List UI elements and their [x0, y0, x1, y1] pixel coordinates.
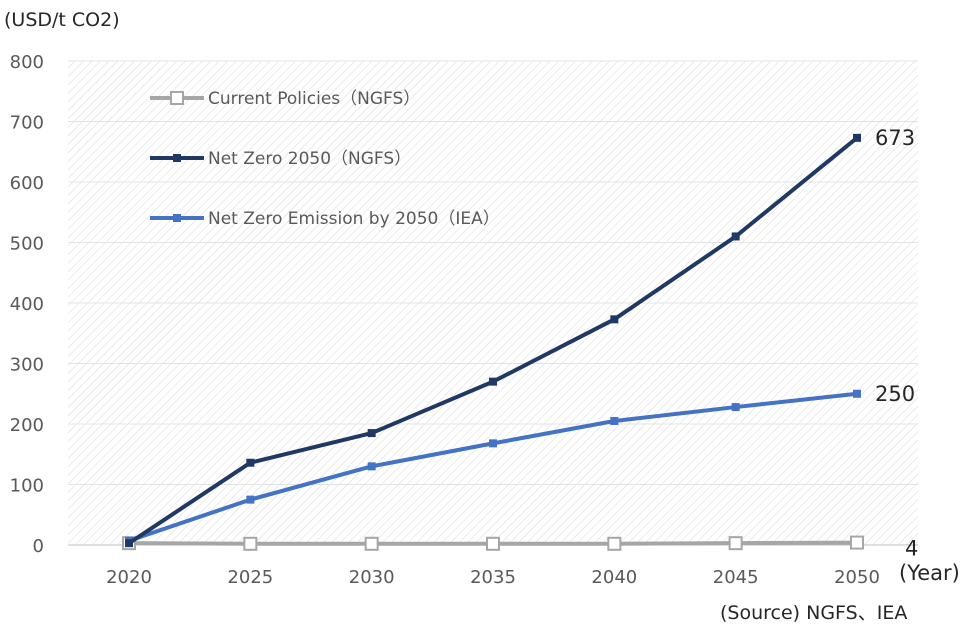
y-tick-label: 0	[33, 536, 44, 557]
data-point	[489, 439, 497, 448]
x-tick-label: 2045	[713, 567, 759, 588]
y-tick-label: 400	[10, 294, 44, 315]
data-point	[246, 458, 255, 467]
x-tick-label: 2035	[470, 567, 516, 588]
x-tick-label: 2025	[227, 567, 273, 588]
end-labels: 4 250 673	[875, 126, 918, 561]
data-point	[364, 536, 379, 551]
end-data-label: 4	[905, 537, 918, 561]
legend-label: Current Policies（NGFS）	[208, 89, 420, 109]
legend-label: Net Zero 2050（NGFS）	[208, 149, 411, 169]
data-point	[610, 416, 619, 425]
y-tick-label: 300	[10, 355, 44, 376]
series-3	[125, 389, 861, 545]
data-point	[367, 429, 376, 438]
x-axis: 2020 2025 2030 2035 2040 2045 2050	[106, 567, 880, 588]
data-point	[125, 539, 133, 548]
x-tick-label: 2040	[591, 567, 637, 588]
data-point	[607, 536, 622, 551]
y-axis: 0 100 200 300 400 500 600 700 800	[10, 52, 44, 557]
source-note: (Source) NGFS、IEA	[720, 602, 907, 624]
y-tick-label: 200	[10, 415, 44, 436]
data-point	[731, 232, 740, 241]
series-layer	[122, 133, 864, 551]
data-point	[243, 536, 258, 551]
x-tick-label: 2020	[106, 567, 152, 588]
x-tick-label: 2030	[349, 567, 395, 588]
series-2	[125, 133, 861, 548]
y-tick-label: 100	[10, 476, 44, 497]
data-point	[367, 462, 376, 471]
x-unit-label: (Year)	[899, 561, 960, 585]
data-point	[853, 389, 861, 398]
legend: Current Policies（NGFS） Net Zero 2050（NGFS…	[150, 89, 500, 229]
legend-item: Net Zero 2050（NGFS）	[150, 149, 411, 169]
legend-label: Net Zero Emission by 2050（IEA）	[208, 209, 500, 229]
y-tick-label: 600	[10, 173, 44, 194]
data-point	[728, 536, 743, 551]
x-tick-label: 2050	[834, 567, 880, 588]
data-point	[853, 133, 861, 142]
legend-marker	[170, 91, 184, 105]
legend-marker	[173, 154, 181, 162]
end-data-label: 250	[875, 382, 915, 406]
data-point	[731, 403, 740, 412]
legend-item: Current Policies（NGFS）	[150, 89, 420, 109]
y-tick-label: 500	[10, 234, 44, 255]
data-point	[489, 377, 497, 386]
legend-marker	[173, 214, 181, 222]
y-tick-label: 700	[10, 113, 44, 134]
legend-item: Net Zero Emission by 2050（IEA）	[150, 209, 500, 229]
data-point	[610, 315, 619, 324]
end-data-label: 673	[875, 126, 915, 150]
y-unit-label: (USD/t CO2)	[4, 9, 120, 31]
data-point	[850, 535, 864, 550]
data-point	[486, 536, 500, 551]
y-tick-label: 800	[10, 52, 44, 73]
data-point	[246, 495, 255, 504]
